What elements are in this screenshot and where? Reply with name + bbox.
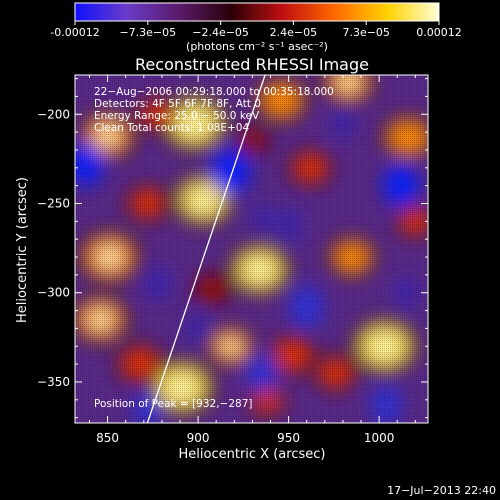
footer-timestamp: 17−Jul−2013 22:40 <box>387 484 496 497</box>
colorbar-svg: -0.00012 −7.3e−05 −2.4e−05 2.4e−05 7.3e−05 0.… <box>50 2 462 53</box>
heatmap-area <box>75 75 428 423</box>
colorbar-tick-label: −7.3e−05 <box>119 26 176 39</box>
colorbar-unit-label: (photons cm⁻² s⁻¹ asec⁻²) <box>186 40 328 53</box>
colorbar-tick-label: 0.00012 <box>416 26 462 39</box>
y-axis-label: Heliocentric Y (arcsec) <box>15 177 30 323</box>
y-tick-label: −200 <box>37 107 70 121</box>
annotation-block: 22−Aug−2006 00:29:18.000 to 00:35:18.000… <box>94 86 334 134</box>
heatmap-texture <box>75 75 428 423</box>
x-tick-label: 900 <box>187 431 210 445</box>
colorbar-strip <box>74 2 440 22</box>
y-tick-label: −300 <box>37 286 70 300</box>
colorbar-tick-label: 2.4e−05 <box>270 26 317 39</box>
x-tick-label: 850 <box>96 431 119 445</box>
colorbar-tick-label: −2.4e−05 <box>192 26 249 39</box>
annotation-clean-counts: Clean Total counts: 1.08E+04 <box>94 122 249 134</box>
chart-title: Reconstructed RHESSI Image <box>135 55 369 74</box>
x-axis-label: Heliocentric X (arcsec) <box>179 447 326 462</box>
colorbar: -0.00012 −7.3e−05 −2.4e−05 2.4e−05 7.3e−05 0.… <box>0 0 500 60</box>
y-tick-label: −350 <box>37 375 70 389</box>
x-axis-ticks: 850 900 950 1000 <box>88 75 416 445</box>
solar-limb-line <box>146 75 266 423</box>
y-tick-label: −250 <box>37 196 70 210</box>
annotation-date-range: 22−Aug−2006 00:29:18.000 to 00:35:18.000 <box>94 86 334 98</box>
colorbar-tick-label: 7.3e−05 <box>342 26 389 39</box>
x-tick-label: 1000 <box>364 431 395 445</box>
annotation-detectors: Detectors: 4F 5F 6F 7F 8F, Att 0 <box>94 98 261 110</box>
peak-position-label: Position of Peak = [932,−287] <box>94 398 253 410</box>
colorbar-ticks: -0.00012 −7.3e−05 −2.4e−05 2.4e−05 7.3e−05 0.… <box>50 21 462 39</box>
plot-frame <box>74 74 429 424</box>
y-axis-ticks: −200 −250 −300 −350 <box>37 78 428 419</box>
colorbar-tick-label: -0.00012 <box>50 26 99 39</box>
x-tick-label: 950 <box>277 431 300 445</box>
annotation-energy-range: Energy Range: 25.0 − 50.0 keV <box>94 110 260 122</box>
